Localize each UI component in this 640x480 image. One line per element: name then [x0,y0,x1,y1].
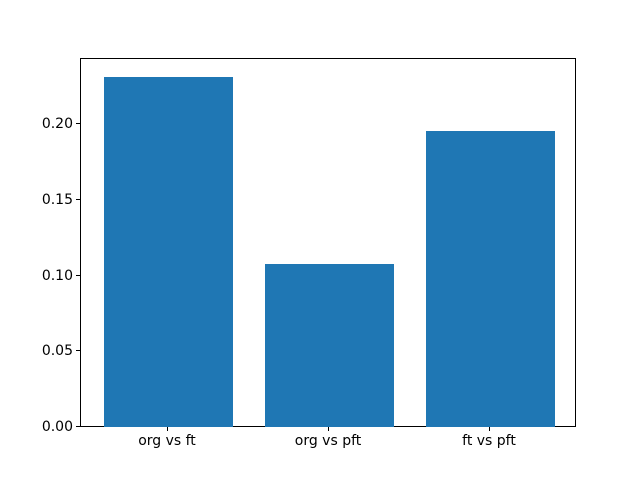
y-tick-mark [76,350,80,351]
bar-org-vs-ft [104,77,233,427]
x-tick-mark [328,427,329,431]
y-tick-mark [76,426,80,427]
bar-org-vs-pft [265,264,394,427]
y-tick-label: 0.15 [41,192,73,208]
y-tick-label: 0.10 [41,268,73,284]
y-tick-label: 0.00 [41,419,73,435]
x-tick-label: org vs pft [294,433,362,449]
x-tick-label: org vs ft [138,433,196,449]
y-tick-label: 0.20 [41,116,73,132]
plot-area [80,58,576,427]
y-tick-mark [76,275,80,276]
y-tick-label: 0.05 [41,343,73,359]
x-tick-mark [167,427,168,431]
x-tick-label: ft vs pft [462,433,516,449]
bar-ft-vs-pft [426,131,555,427]
y-tick-mark [76,199,80,200]
y-tick-mark [76,123,80,124]
x-tick-mark [489,427,490,431]
